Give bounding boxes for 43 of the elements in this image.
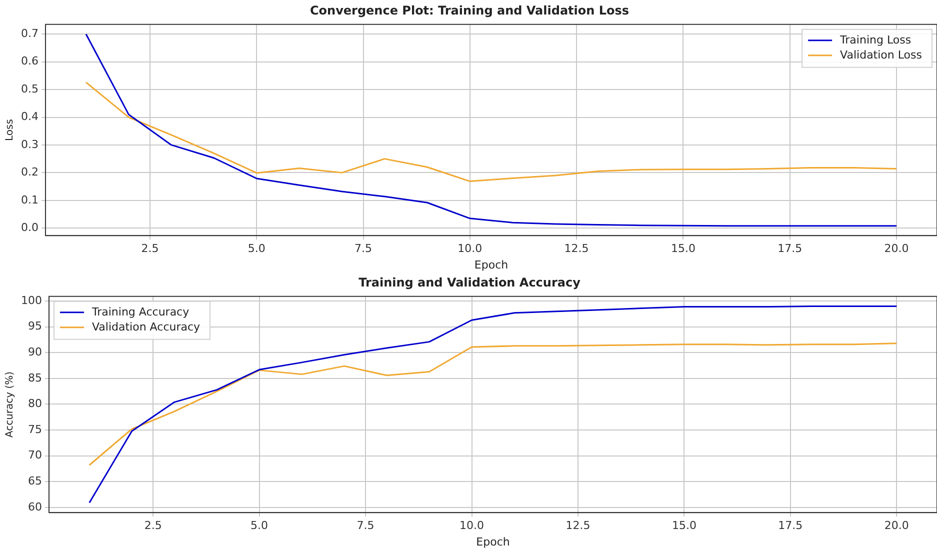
y-tick-label: 0.6: [20, 54, 38, 68]
y-tick-label: 85: [28, 371, 42, 384]
x-tick-label: 10.0: [458, 242, 482, 256]
y-tick-label: 65: [28, 474, 42, 488]
y-tick-label: 70: [28, 448, 42, 462]
x-tick-label: 7.5: [354, 242, 372, 256]
y-tick-label: 0.7: [20, 26, 38, 40]
x-tick-label: 7.5: [356, 519, 374, 532]
x-tick-label: 12.5: [564, 242, 589, 256]
y-tick-label: 0.4: [20, 110, 38, 124]
x-tick-label: 17.5: [778, 242, 802, 256]
y-tick-label: 95: [28, 320, 42, 333]
y-tick-label: 75: [28, 422, 42, 436]
x-tick-label: 5.0: [250, 519, 268, 532]
y-tick-label: 80: [28, 397, 42, 410]
x-axis-title: Epoch: [474, 258, 508, 272]
y-tick-label: 100: [20, 294, 42, 307]
x-tick-label: 17.5: [778, 519, 803, 532]
x-tick-label: 12.5: [566, 519, 590, 532]
legend-label: Validation Accuracy: [92, 320, 201, 334]
y-tick-label: 0.3: [20, 138, 38, 151]
legend-label: Validation Loss: [840, 48, 922, 62]
x-axis-title: Epoch: [476, 535, 510, 548]
legend-label: Training Loss: [839, 33, 912, 46]
y-tick-label: 90: [28, 346, 42, 358]
y-tick-label: 60: [28, 500, 42, 514]
y-tick-label: 0.5: [20, 82, 38, 96]
y-tick-label: 0.1: [20, 193, 38, 206]
x-tick-label: 2.5: [141, 242, 159, 256]
y-axis-title: Loss: [4, 119, 16, 141]
y-tick-label: 0.2: [20, 166, 38, 179]
chart-title: Convergence Plot: Training and Validation Loss: [310, 3, 630, 18]
y-axis-title: Accuracy (%): [4, 371, 16, 438]
x-tick-label: 2.5: [144, 519, 162, 532]
x-tick-label: 10.0: [460, 519, 484, 532]
x-tick-label: 20.0: [884, 242, 909, 256]
y-tick-label: 0.0: [20, 220, 38, 234]
chart-title: Training and Validation Accuracy: [358, 275, 581, 290]
x-tick-label: 15.0: [672, 519, 696, 532]
legend-label: Training Accuracy: [90, 305, 190, 318]
x-tick-label: 15.0: [670, 242, 696, 256]
x-tick-label: 20.0: [884, 519, 909, 532]
x-tick-label: 5.0: [248, 242, 266, 256]
